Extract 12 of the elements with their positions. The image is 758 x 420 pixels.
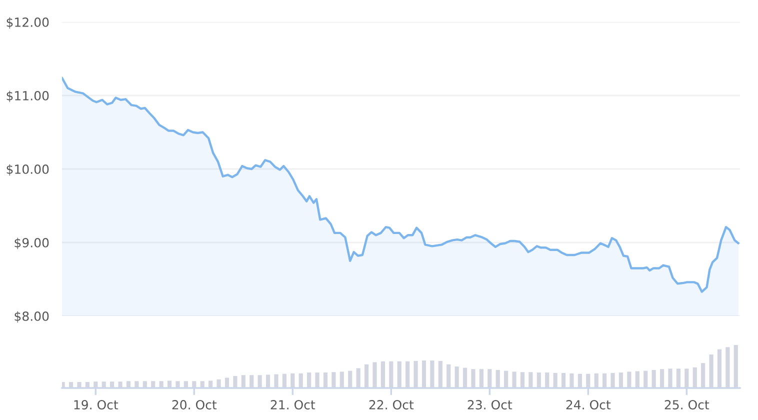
- y-tick-label: $8.00: [14, 311, 49, 323]
- y-tick-label: $12.00: [6, 17, 49, 29]
- x-tick-label: 23. Oct: [468, 400, 512, 410]
- y-tick-label: $10.00: [6, 164, 49, 176]
- y-tick-label: $11.00: [6, 90, 49, 102]
- x-tick-label: 24. Oct: [566, 400, 611, 410]
- x-tick-label: 25. Oct: [664, 400, 710, 410]
- x-tick-label: 19. Oct: [74, 400, 118, 410]
- x-tick-label: 20. Oct: [172, 400, 217, 410]
- x-tick-label: 21. Oct: [270, 400, 316, 410]
- x-tick-label: 22. Oct: [369, 400, 414, 410]
- y-tick-label: $9.00: [14, 238, 49, 250]
